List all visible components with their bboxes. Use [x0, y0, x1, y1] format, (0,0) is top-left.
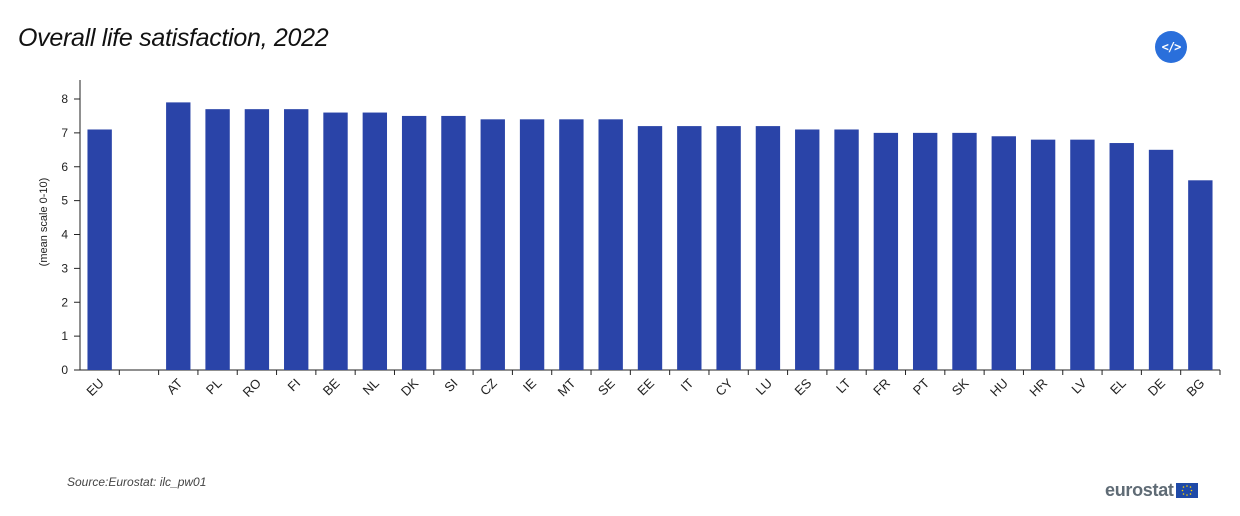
bar-es [795, 129, 820, 370]
bar-si [441, 115, 466, 370]
x-tick-label: PL [203, 376, 225, 398]
x-tick-label: LV [1068, 375, 1089, 396]
bar-ro [244, 109, 270, 370]
y-axis-label: (mean scale 0-10) [38, 178, 50, 267]
bar-el [1109, 143, 1134, 370]
y-tick-label: 6 [61, 160, 68, 174]
y-tick-label: 2 [61, 295, 68, 309]
x-tick-label: CZ [477, 375, 500, 398]
bar-pl [205, 109, 230, 370]
y-tick-label: 1 [61, 329, 68, 343]
bar-lv [1070, 139, 1095, 370]
x-tick-label: HU [987, 376, 1011, 400]
eurostat-logo: eurostat [1105, 480, 1198, 501]
bar-fi [284, 109, 309, 370]
x-tick-label: RO [240, 376, 264, 400]
y-tick-label: 4 [61, 228, 68, 242]
x-tick-label: HR [1026, 376, 1050, 400]
x-tick-label: LT [833, 375, 854, 396]
y-tick-label: 0 [61, 363, 68, 377]
x-tick-label: SI [441, 376, 460, 395]
x-tick-label: BG [1184, 376, 1208, 400]
x-tick-label: ES [791, 375, 814, 398]
source-note: Source:Eurostat: ilc_pw01 [67, 475, 207, 489]
x-tick-label: BE [320, 375, 343, 398]
x-tick-label: MT [555, 375, 579, 399]
x-tick-label: DE [1145, 375, 1169, 399]
x-tick-label: LU [753, 376, 775, 398]
bar-dk [401, 115, 427, 370]
bar-pt [912, 132, 938, 370]
bar-lt [834, 129, 859, 370]
bar-eu [87, 129, 112, 370]
bar-sk [952, 132, 977, 370]
x-tick-label: AT [164, 375, 186, 397]
x-tick-label: FI [285, 376, 304, 395]
x-tick-label: CY [712, 375, 736, 399]
x-tick-label: PT [910, 375, 932, 397]
embed-code-button[interactable]: </> [1155, 31, 1187, 63]
bar-cy [716, 126, 741, 370]
x-tick-label: SE [595, 375, 618, 398]
bar-ee [637, 126, 663, 370]
y-tick-label: 8 [61, 92, 68, 106]
bar-it [677, 126, 702, 370]
bar-cz [480, 119, 505, 370]
bar-nl [362, 112, 388, 371]
x-tick-label: IT [678, 375, 697, 394]
x-tick-label: EU [83, 376, 106, 399]
x-tick-label: SK [949, 375, 972, 398]
bar-chart: 0 1 2 3 4 5 6 7 8 (mean scale 0-10) EU AT PL RO FI BE NL… [38, 80, 1221, 400]
x-tick-label: IE [520, 375, 540, 395]
x-tick-label: EE [634, 375, 657, 398]
bar-bg [1188, 180, 1213, 370]
logo-text: eurostat [1105, 480, 1174, 500]
chart-title: Overall life satisfaction, 2022 [18, 24, 329, 52]
x-tick-label: EL [1107, 376, 1129, 398]
bar-hu [991, 136, 1016, 370]
bar-ie [519, 119, 545, 370]
x-tick-label: FR [870, 376, 893, 399]
x-tick-label: DK [398, 375, 422, 399]
eu-flag-icon [1175, 483, 1198, 498]
bar-fr [873, 132, 899, 370]
y-tick-label: 3 [61, 261, 68, 275]
bar-at [166, 102, 191, 370]
y-tick-label: 7 [61, 126, 68, 140]
bar-de [1148, 149, 1174, 370]
bar-hr [1030, 139, 1056, 370]
bar-lu [755, 126, 781, 370]
y-tick-label: 5 [61, 194, 68, 208]
bar-se [598, 119, 623, 370]
bar-be [323, 112, 348, 371]
x-tick-label: NL [360, 376, 382, 398]
bar-mt [559, 119, 584, 370]
code-icon: </> [1161, 40, 1182, 54]
